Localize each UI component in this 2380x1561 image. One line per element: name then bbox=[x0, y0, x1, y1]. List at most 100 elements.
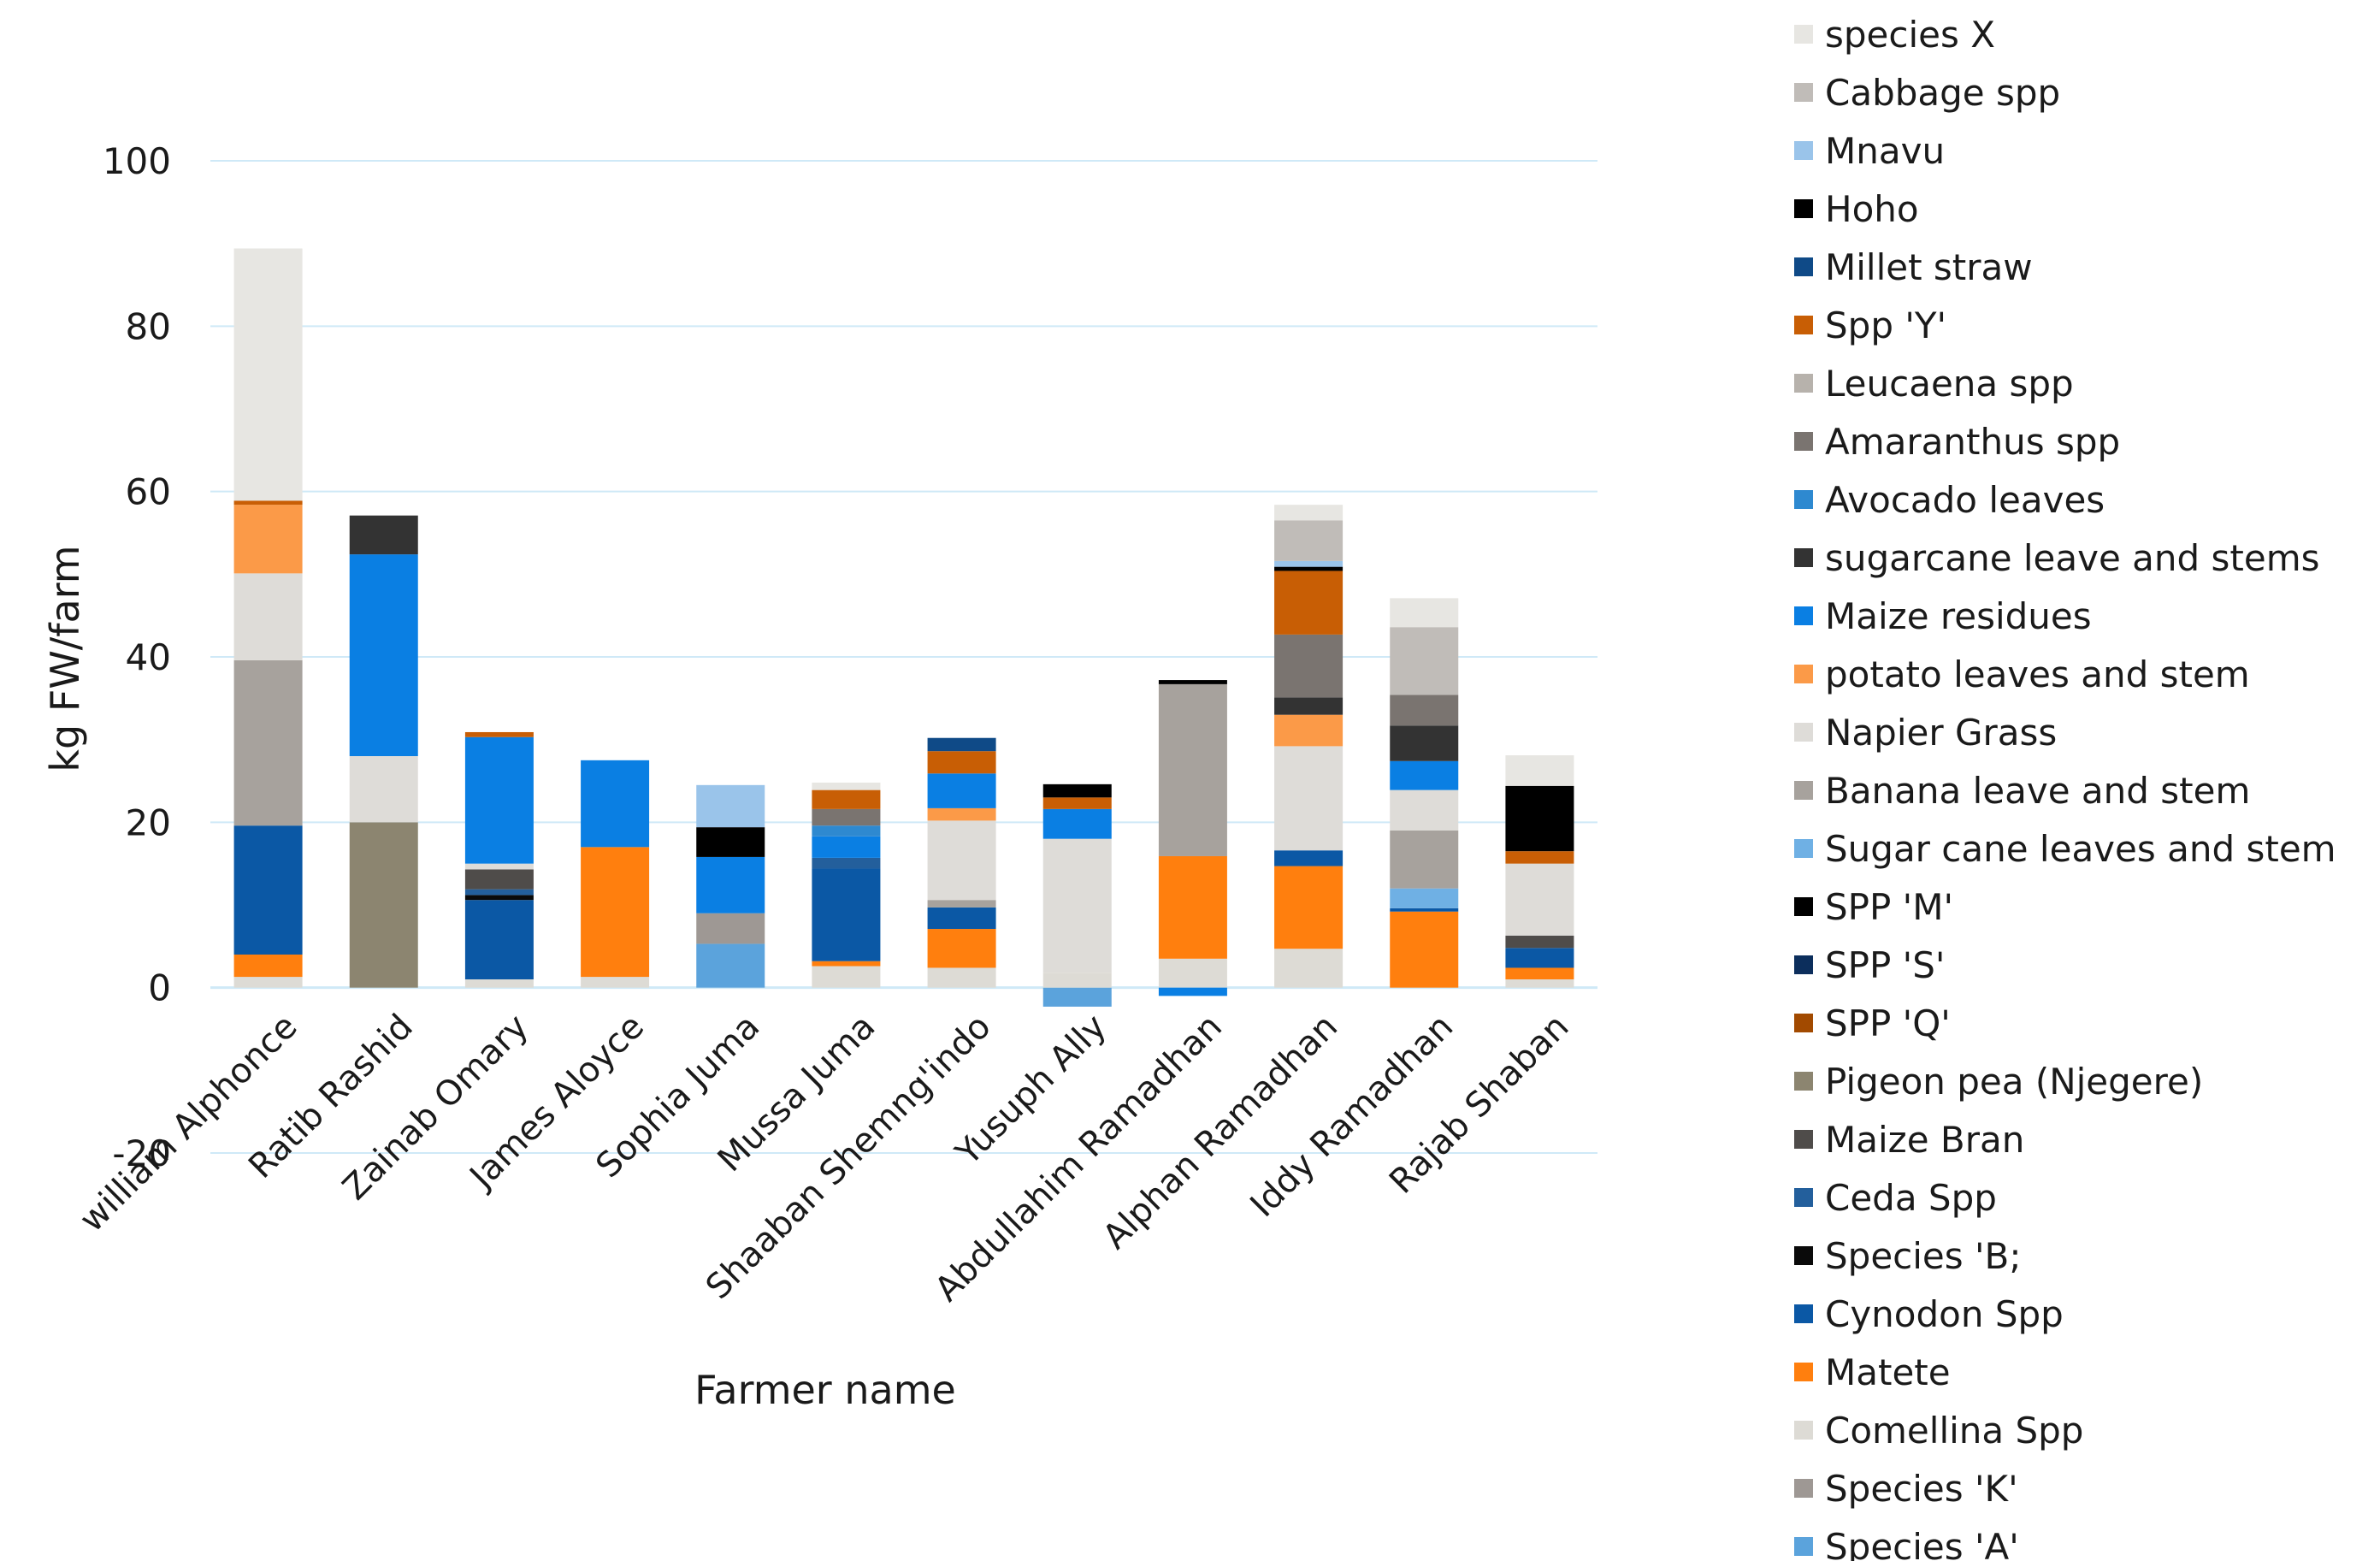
legend-swatch bbox=[1794, 1537, 1813, 1556]
bar-segment bbox=[812, 857, 881, 869]
legend-swatch bbox=[1794, 781, 1813, 800]
legend-label: Ceda Spp bbox=[1825, 1177, 1997, 1219]
bar-segment bbox=[581, 847, 650, 978]
legend-label: Cabbage spp bbox=[1825, 72, 2060, 114]
bars bbox=[233, 248, 1574, 1007]
bar-segment bbox=[1158, 958, 1227, 988]
legend-swatch bbox=[1794, 665, 1813, 683]
legend-swatch bbox=[1794, 1363, 1813, 1381]
legend-swatch bbox=[1794, 83, 1813, 102]
bar-segment bbox=[349, 554, 418, 756]
legend-label: Banana leave and stem bbox=[1825, 770, 2250, 812]
legend-swatch bbox=[1794, 141, 1813, 160]
legend-label: SPP 'S' bbox=[1825, 944, 1945, 986]
bar-segment bbox=[927, 751, 996, 774]
bar-segment bbox=[1505, 979, 1574, 988]
legend-label: SPP 'Q' bbox=[1825, 1002, 1951, 1044]
bar-segment bbox=[1274, 634, 1344, 698]
legend-label: Sugar cane leaves and stem bbox=[1825, 828, 2336, 870]
y-tick-label: -20 bbox=[112, 1132, 171, 1174]
bar-segment bbox=[581, 977, 650, 988]
legend-swatch bbox=[1794, 955, 1813, 974]
legend-swatch bbox=[1794, 1421, 1813, 1440]
legend-swatch bbox=[1794, 25, 1813, 44]
bar-segment bbox=[696, 913, 765, 944]
bar-segment bbox=[1505, 948, 1574, 968]
y-tick-label: 0 bbox=[148, 967, 171, 1009]
bar-segment bbox=[233, 977, 303, 988]
bar-segment bbox=[233, 500, 303, 506]
legend-label: sugarcane leave and stems bbox=[1825, 537, 2320, 579]
bar-segment bbox=[464, 731, 534, 737]
legend-label: Species 'A' bbox=[1825, 1526, 2019, 1561]
bar-segment bbox=[1274, 850, 1344, 866]
bar-segment bbox=[464, 900, 534, 979]
bar-segment bbox=[233, 825, 303, 955]
legend-label: Spp 'Y' bbox=[1825, 305, 1946, 346]
bar-segment bbox=[349, 822, 418, 988]
legend-swatch bbox=[1794, 1246, 1813, 1265]
bar-segment bbox=[1274, 571, 1344, 635]
bar-segment bbox=[927, 773, 996, 808]
bar-segment bbox=[1390, 789, 1459, 831]
legend-swatch bbox=[1794, 723, 1813, 742]
legend-label: Napier Grass bbox=[1825, 712, 2057, 754]
bar-segment bbox=[581, 760, 650, 848]
legend-swatch bbox=[1794, 606, 1813, 625]
bar-segment bbox=[927, 929, 996, 968]
bar-segment bbox=[696, 856, 765, 914]
x-axis-title: Farmer name bbox=[694, 1367, 956, 1413]
bar-segment bbox=[1390, 831, 1459, 889]
y-tick-label: 100 bbox=[103, 140, 171, 182]
bar-segment bbox=[927, 967, 996, 988]
bar-segment bbox=[464, 979, 534, 988]
bar-segment bbox=[1042, 797, 1112, 809]
legend-label: Cynodon Spp bbox=[1825, 1293, 2064, 1335]
bar-segment bbox=[812, 868, 881, 961]
bar-segment bbox=[1390, 888, 1459, 908]
bar-segment bbox=[812, 808, 881, 826]
bar-segment bbox=[927, 807, 996, 821]
bar-segment bbox=[1505, 755, 1574, 786]
bar-segment bbox=[1042, 808, 1112, 839]
legend-swatch bbox=[1794, 897, 1813, 916]
bar-segment bbox=[1390, 695, 1459, 726]
y-axis-ticks: -20 0 20 40 60 80 100 bbox=[103, 140, 171, 1174]
bar-segment bbox=[1390, 725, 1459, 761]
bar-segment bbox=[1274, 746, 1344, 851]
legend: species X Cabbage spp Mnavu Hoho Millet stra… bbox=[1794, 14, 2336, 1561]
legend-swatch bbox=[1794, 1304, 1813, 1323]
legend-label: Maize residues bbox=[1825, 595, 2092, 637]
bar-segment bbox=[464, 863, 534, 870]
bar-segment bbox=[464, 895, 534, 901]
legend-swatch bbox=[1794, 374, 1813, 393]
bar-segment bbox=[927, 820, 996, 901]
bar-segment bbox=[1505, 863, 1574, 936]
bar-segment bbox=[1274, 697, 1344, 715]
legend-swatch bbox=[1794, 1479, 1813, 1498]
legend-label: Hoho bbox=[1825, 188, 1919, 230]
legend-label: Pigeon pea (Njegere) bbox=[1825, 1061, 2203, 1103]
bar-segment bbox=[233, 955, 303, 978]
bar-segment bbox=[1158, 680, 1227, 684]
bar-segment bbox=[1158, 855, 1227, 959]
bar-segment bbox=[1505, 851, 1574, 864]
bar-segment bbox=[1274, 566, 1344, 571]
legend-swatch bbox=[1794, 1188, 1813, 1207]
bar-segment bbox=[349, 756, 418, 823]
legend-swatch bbox=[1794, 199, 1813, 218]
bar-segment bbox=[1158, 683, 1227, 856]
legend-label: Leucaena spp bbox=[1825, 363, 2074, 405]
bar-segment bbox=[1274, 520, 1344, 561]
bar-segment bbox=[464, 889, 534, 896]
bar-segment bbox=[1274, 866, 1344, 949]
bar-segment bbox=[233, 248, 303, 501]
legend-swatch bbox=[1794, 1130, 1813, 1149]
bar-segment bbox=[927, 737, 996, 752]
bar-segment bbox=[349, 515, 418, 555]
bar-segment bbox=[1042, 973, 1112, 988]
legend-label: Mnavu bbox=[1825, 130, 1945, 172]
bar-segment bbox=[696, 784, 765, 828]
